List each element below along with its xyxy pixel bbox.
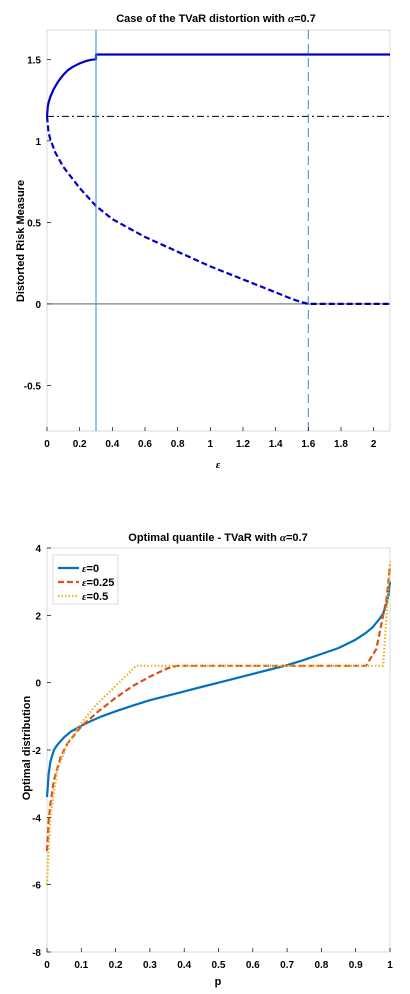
x-tick-label: 0 bbox=[44, 439, 50, 450]
x-tick-label: 0.6 bbox=[246, 960, 260, 971]
x-tick-label: 1.4 bbox=[269, 439, 283, 450]
chart2-marks bbox=[45, 561, 392, 885]
x-tick-label: 0.8 bbox=[171, 439, 185, 450]
series-line-2 bbox=[45, 564, 392, 852]
y-tick-label: 0 bbox=[35, 300, 41, 311]
y-tick-label: 2 bbox=[35, 611, 41, 622]
chart2-legend: ε=0 ε=0.25 ε=0.5 bbox=[52, 554, 119, 605]
x-tick-label: 0.8 bbox=[314, 960, 328, 971]
chart1-title: Case of the TVaR distortion with α=0.7 bbox=[116, 13, 316, 25]
x-tick-label: 0.7 bbox=[280, 960, 294, 971]
chart1-x-axis-label: ε bbox=[216, 459, 221, 471]
x-tick-label: 0.6 bbox=[138, 439, 152, 450]
legend-item-eps-05: ε=0.5 bbox=[58, 591, 108, 603]
series-line-1 bbox=[45, 581, 392, 798]
x-tick-label: 1 bbox=[208, 439, 214, 450]
x-tick-label: 0.4 bbox=[177, 960, 191, 971]
y-tick-label: -6 bbox=[32, 881, 41, 892]
y-tick-label: -0.5 bbox=[24, 381, 42, 392]
y-tick-label: -8 bbox=[32, 948, 41, 959]
legend-box bbox=[52, 554, 119, 605]
y-tick-label: 4 bbox=[35, 544, 41, 555]
chart2-y-axis-label: Optimal distribution bbox=[21, 695, 33, 800]
x-tick-label: 2 bbox=[371, 439, 377, 450]
y-tick-label: 0 bbox=[35, 679, 41, 690]
legend-label: ε=0.25 bbox=[82, 577, 114, 589]
chart2-y-ticks: -8 -6 -4 -2 0 2 4 bbox=[32, 544, 51, 959]
x-tick-label: 1 bbox=[387, 960, 393, 971]
y-tick-label: -2 bbox=[32, 746, 41, 757]
series-line-2 bbox=[45, 116, 390, 305]
chart2-x-ticks: 0 0.1 0.2 0.3 0.4 0.5 0.6 0.7 0.8 0.9 1 bbox=[44, 948, 393, 971]
chart2-title: Optimal quantile - TVaR with α=0.7 bbox=[128, 532, 307, 544]
chart2-x-axis-label: p bbox=[215, 976, 222, 988]
x-tick-label: 0.2 bbox=[73, 439, 87, 450]
x-tick-label: 0.4 bbox=[105, 439, 119, 450]
chart1-x-ticks: 0 0.2 0.4 0.6 0.8 1 1.2 1.4 1.6 1.8 2 bbox=[44, 427, 377, 450]
x-tick-label: 0.9 bbox=[349, 960, 363, 971]
legend-label: ε=0 bbox=[82, 563, 99, 575]
x-tick-label: 0.1 bbox=[74, 960, 88, 971]
y-tick-label: 1 bbox=[35, 137, 41, 148]
x-tick-label: 1.2 bbox=[236, 439, 250, 450]
chart-distorted-risk-measure: Case of the TVaR distortion with α=0.7 0… bbox=[15, 13, 391, 471]
chart1-marks bbox=[45, 30, 390, 431]
x-tick-label: 0.3 bbox=[143, 960, 157, 971]
x-tick-label: 0.2 bbox=[109, 960, 123, 971]
legend-item-eps-0: ε=0 bbox=[58, 563, 99, 575]
chart-optimal-quantile: Optimal quantile - TVaR with α=0.7 0 0.1 0… bbox=[21, 532, 393, 988]
legend-item-eps-025: ε=0.25 bbox=[58, 577, 114, 589]
x-tick-label: 0 bbox=[44, 960, 50, 971]
x-tick-label: 1.8 bbox=[334, 439, 348, 450]
chart1-y-ticks: -0.5 0 0.5 1 1.5 bbox=[24, 55, 51, 392]
x-tick-label: 0.5 bbox=[212, 960, 226, 971]
series-line-1 bbox=[45, 53, 390, 117]
chart2-plot-area bbox=[46, 547, 391, 953]
y-tick-label: 0.5 bbox=[27, 218, 41, 229]
chart1-plot-area bbox=[46, 29, 391, 432]
y-tick-label: 1.5 bbox=[27, 55, 41, 66]
x-tick-label: 1.6 bbox=[301, 439, 315, 450]
legend-label: ε=0.5 bbox=[82, 591, 108, 603]
chart1-y-axis-label: Distorted Risk Measure bbox=[15, 180, 27, 302]
y-tick-label: -4 bbox=[32, 813, 41, 824]
series-line-3 bbox=[45, 561, 392, 885]
